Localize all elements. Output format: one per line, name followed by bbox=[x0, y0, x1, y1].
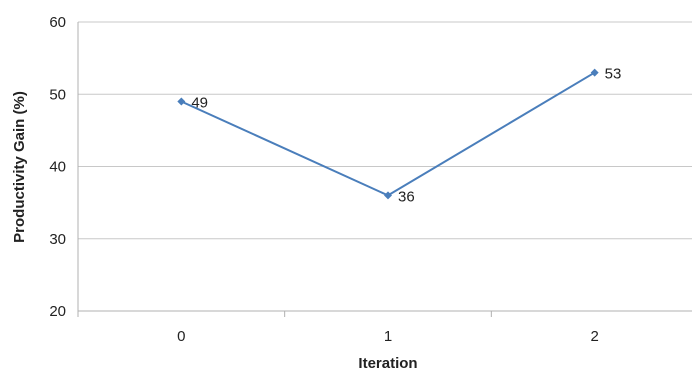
series-line bbox=[180, 71, 596, 197]
x-tick-label: 1 bbox=[384, 328, 392, 345]
data-labels: 49 36 53 bbox=[191, 66, 621, 206]
data-point-marker bbox=[590, 68, 599, 77]
y-axis-title: Productivity Gain (%) bbox=[11, 91, 28, 243]
x-tick-label: 2 bbox=[590, 328, 598, 345]
x-axis bbox=[77, 22, 692, 317]
y-axis-tick-labels: 20 30 40 50 60 bbox=[49, 14, 66, 320]
data-point-marker bbox=[177, 97, 186, 106]
y-tick-label: 50 bbox=[49, 86, 66, 103]
data-label: 53 bbox=[605, 66, 622, 83]
data-label: 49 bbox=[191, 94, 208, 111]
series-group bbox=[177, 68, 599, 200]
data-label: 36 bbox=[398, 188, 415, 205]
x-tick-label: 0 bbox=[177, 328, 185, 345]
data-point-marker bbox=[384, 191, 392, 200]
y-tick-label: 30 bbox=[49, 231, 66, 248]
gridlines bbox=[78, 21, 692, 312]
y-tick-label: 40 bbox=[49, 159, 66, 176]
x-axis-title: Iteration bbox=[358, 355, 417, 369]
x-axis-tick-labels: 0 1 2 bbox=[177, 328, 599, 345]
y-tick-label: 60 bbox=[49, 14, 66, 31]
y-tick-label: 20 bbox=[49, 303, 66, 320]
